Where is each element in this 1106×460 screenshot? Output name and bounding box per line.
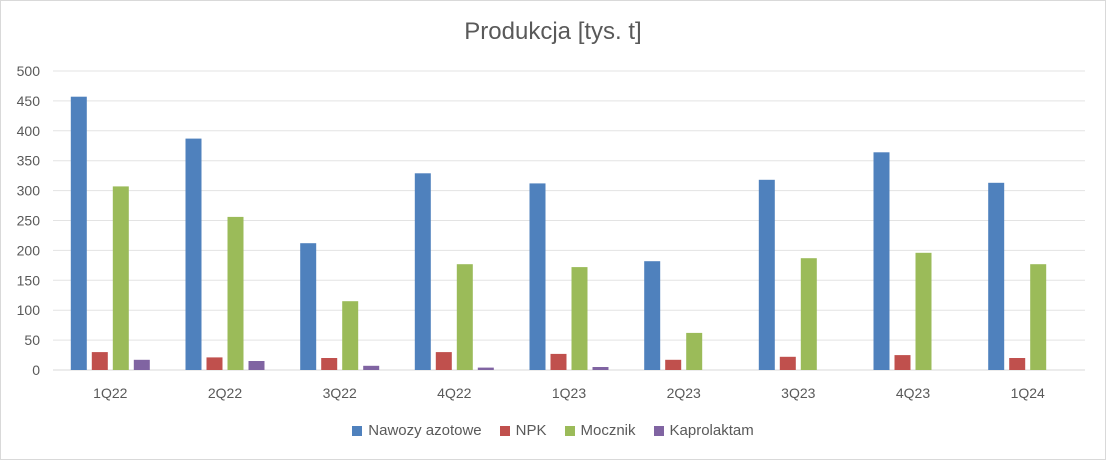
x-tick-label: 4Q22: [437, 385, 471, 401]
bar-kaprolaktam-4q22: [477, 367, 494, 370]
bar-nawozy-azotowe-3q22: [300, 243, 317, 370]
legend-item: Mocznik: [564, 422, 636, 439]
legend-item: NPK: [499, 422, 547, 439]
bar-nawozy-azotowe-1q22: [70, 96, 87, 370]
bar-mocznik-2q23: [686, 332, 703, 370]
legend-swatch: [352, 425, 363, 436]
y-tick-label: 100: [17, 302, 41, 318]
y-tick-label: 450: [17, 93, 41, 109]
bar-nawozy-azotowe-1q23: [529, 183, 546, 370]
bar-kaprolaktam-3q22: [363, 365, 380, 370]
x-tick-label: 2Q22: [208, 385, 242, 401]
bar-npk-1q22: [91, 352, 108, 370]
y-tick-label: 300: [17, 183, 41, 199]
bar-npk-1q24: [1009, 358, 1026, 370]
legend: Nawozy azotowe NPK Mocznik Kaprolaktam: [0, 422, 1106, 439]
bar-nawozy-azotowe-2q23: [644, 261, 661, 370]
bar-npk-3q22: [321, 358, 338, 370]
chart-title: Produkcja [tys. t]: [464, 18, 642, 45]
bar-npk-3q23: [779, 356, 796, 370]
bar-nawozy-azotowe-4q22: [414, 173, 431, 370]
bar-mocznik-1q23: [571, 267, 588, 370]
bar-mocznik-4q23: [915, 252, 932, 370]
bar-npk-2q22: [206, 357, 223, 370]
legend-swatch: [653, 425, 664, 436]
bar-nawozy-azotowe-3q23: [758, 179, 775, 370]
bar-npk-1q23: [550, 353, 567, 370]
bar-kaprolaktam-2q22: [248, 361, 265, 370]
bar-kaprolaktam-1q23: [592, 367, 609, 370]
bar-mocznik-1q22: [112, 186, 129, 370]
legend-item: Kaprolaktam: [653, 422, 754, 439]
bar-mocznik-3q23: [800, 258, 817, 370]
legend-label: NPK: [515, 422, 547, 439]
y-tick-label: 200: [17, 242, 41, 258]
legend-swatch: [564, 425, 575, 436]
y-tick-label: 50: [24, 332, 40, 348]
x-tick-label: 3Q22: [323, 385, 357, 401]
legend-label: Nawozy azotowe: [368, 422, 482, 439]
legend-item: Nawozy azotowe: [352, 422, 482, 439]
legend-label: Mocznik: [580, 422, 636, 439]
bar-nawozy-azotowe-4q23: [873, 152, 890, 370]
y-tick-label: 400: [17, 123, 41, 139]
x-tick-label: 1Q23: [552, 385, 586, 401]
bar-mocznik-1q24: [1030, 264, 1047, 370]
bar-mocznik-3q22: [342, 301, 359, 370]
bar-nawozy-azotowe-2q22: [185, 138, 202, 370]
legend-swatch: [499, 425, 510, 436]
y-tick-label: 350: [17, 153, 41, 169]
y-tick-label: 0: [32, 362, 40, 378]
y-tick-label: 150: [17, 272, 41, 288]
x-tick-label: 1Q22: [93, 385, 127, 401]
bar-kaprolaktam-1q22: [133, 359, 150, 370]
bar-npk-4q22: [435, 352, 452, 370]
y-tick-label: 250: [17, 213, 41, 229]
legend-label: Kaprolaktam: [669, 422, 754, 439]
bar-nawozy-azotowe-1q24: [988, 182, 1005, 370]
x-tick-label: 3Q23: [781, 385, 815, 401]
x-tick-label: 2Q23: [667, 385, 701, 401]
bar-npk-2q23: [665, 359, 682, 370]
bar-npk-4q23: [894, 355, 911, 370]
x-tick-label: 4Q23: [896, 385, 930, 401]
bar-mocznik-2q22: [227, 216, 244, 370]
x-tick-label: 1Q24: [1011, 385, 1045, 401]
bar-mocznik-4q22: [456, 264, 473, 370]
y-tick-label: 500: [17, 63, 41, 79]
